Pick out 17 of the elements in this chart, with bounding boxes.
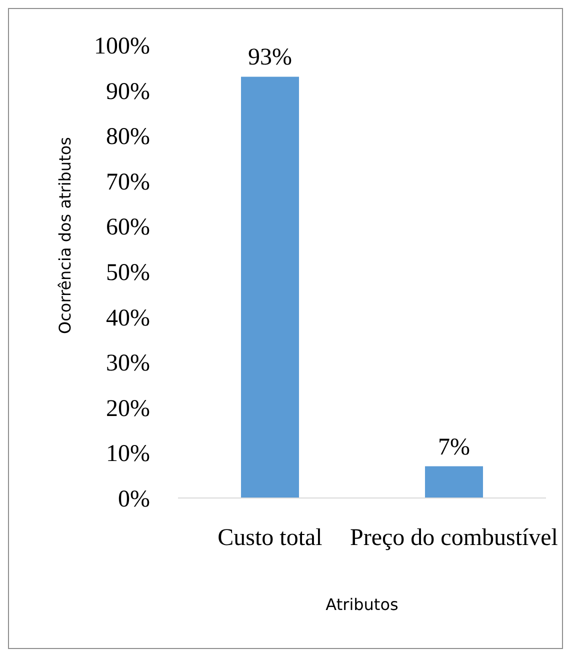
y-tick-label: 70%: [106, 169, 150, 196]
y-tick-label: 50%: [106, 260, 150, 286]
data-label: 93%: [248, 44, 292, 71]
y-tick-label: 80%: [106, 124, 150, 150]
data-label: 7%: [438, 434, 470, 460]
x-tick-label: Preço do combustível: [350, 525, 558, 552]
y-axis-title: Ocorrência dos atributos: [55, 137, 74, 334]
y-tick-label: 40%: [106, 305, 150, 332]
y-tick-label: 10%: [106, 441, 150, 468]
y-tick-label: 20%: [106, 396, 150, 422]
y-tick-label: 0%: [118, 486, 150, 513]
y-tick-label: 100%: [94, 34, 150, 60]
y-tick-label: 60%: [106, 214, 150, 241]
y-tick-label: 30%: [106, 350, 150, 377]
x-axis-title: Atributos: [326, 595, 398, 614]
y-tick-label: 90%: [106, 78, 150, 105]
x-tick-label: Custo total: [218, 525, 323, 552]
